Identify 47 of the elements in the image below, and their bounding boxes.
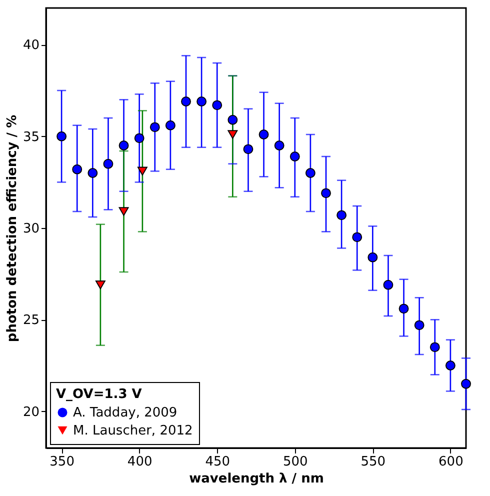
x-tick-label: 400 <box>127 454 152 470</box>
point <box>368 252 378 262</box>
point <box>352 232 362 242</box>
point <box>336 210 347 220</box>
legend-title: V_OV=1.3 V <box>56 387 142 402</box>
y-tick-label: 30 <box>22 222 40 236</box>
point <box>118 140 129 150</box>
legend-label: M. Lauscher, 2012 <box>73 424 193 438</box>
point <box>398 304 409 314</box>
point <box>212 100 222 110</box>
x-tick-label: 500 <box>282 454 308 470</box>
point <box>414 320 424 330</box>
point <box>228 130 238 139</box>
point <box>430 342 440 352</box>
y-tick-label: 35 <box>22 130 40 145</box>
point <box>274 140 284 150</box>
point <box>305 168 316 178</box>
point <box>150 122 160 132</box>
point <box>258 130 269 140</box>
point <box>181 96 191 106</box>
point <box>383 280 394 290</box>
point <box>95 280 106 290</box>
point <box>290 152 300 162</box>
point <box>243 144 254 154</box>
point <box>72 164 82 174</box>
point <box>165 120 176 130</box>
y-axis-title: photon detection efficiency / % <box>4 114 20 342</box>
y-tick-label: 25 <box>22 313 40 328</box>
legend-label: A. Tadday, 2009 <box>73 406 178 420</box>
x-tick-label: 450 <box>205 454 230 470</box>
x-tick-label: 550 <box>360 454 386 470</box>
point <box>103 158 114 169</box>
y-tick-label: 20 <box>22 404 40 420</box>
point <box>196 96 207 106</box>
point <box>445 360 456 370</box>
x-tick-label: 600 <box>438 454 464 470</box>
point <box>88 168 98 178</box>
point <box>137 166 148 176</box>
x-axis-title: wavelength λ / nm <box>189 472 324 486</box>
y-tick-label: 40 <box>22 38 40 54</box>
point <box>56 131 67 142</box>
point <box>321 188 331 198</box>
x-tick-label: 350 <box>50 454 74 470</box>
point <box>228 114 238 125</box>
point <box>461 378 471 389</box>
point <box>134 133 144 144</box>
point <box>118 207 129 216</box>
